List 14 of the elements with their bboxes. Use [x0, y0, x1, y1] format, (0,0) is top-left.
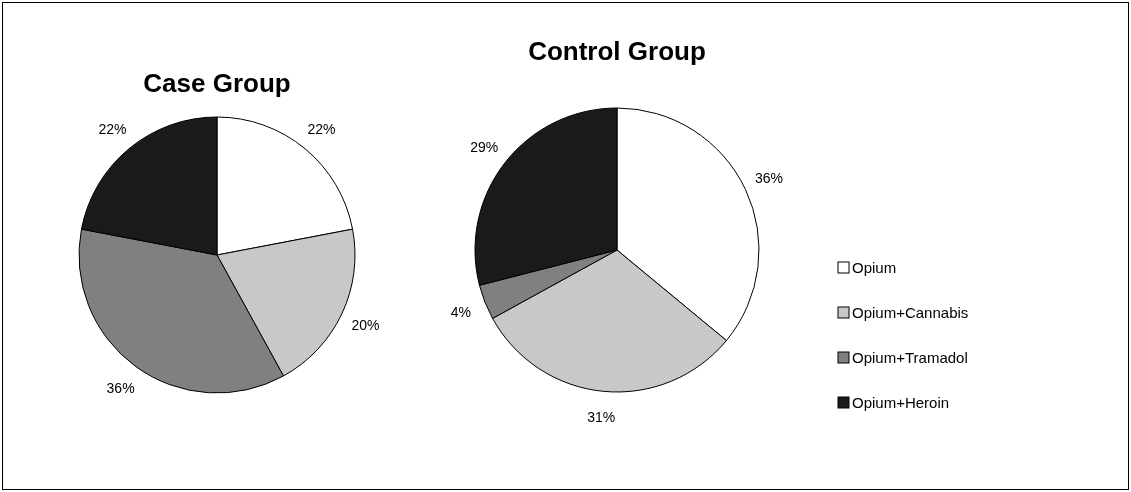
chart-title: Control Group	[528, 36, 706, 66]
legend-label: Opium+Heroin	[852, 394, 950, 412]
data-label: 29%	[470, 138, 499, 155]
data-label: 31%	[587, 409, 616, 426]
data-label: 36%	[106, 379, 135, 396]
chart-title: Case Group	[143, 68, 291, 98]
data-label: 22%	[307, 120, 336, 137]
legend-label: Opium+Tramadol	[852, 349, 968, 367]
legend-label: Opium	[852, 259, 897, 277]
legend-label: Opium+Cannabis	[852, 304, 969, 322]
data-label: 20%	[351, 316, 380, 333]
data-label: 4%	[450, 303, 471, 320]
data-label: 22%	[98, 120, 127, 137]
data-label: 36%	[755, 170, 784, 187]
